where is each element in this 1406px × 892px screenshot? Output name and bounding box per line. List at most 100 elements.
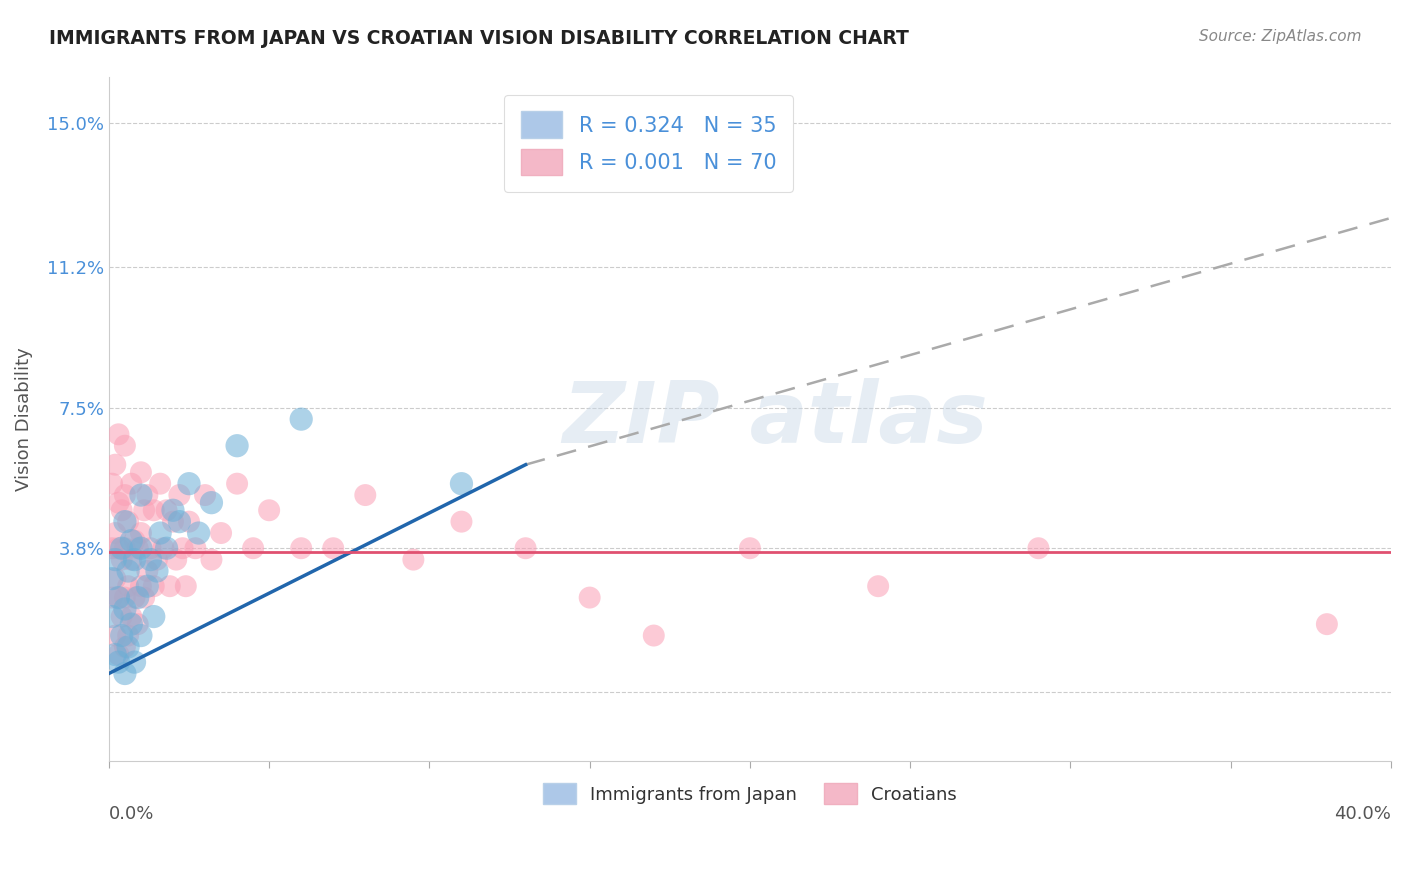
Point xyxy=(578,591,600,605)
Point xyxy=(134,591,156,605)
Point xyxy=(226,439,249,453)
Point xyxy=(152,541,174,556)
Point xyxy=(104,552,127,566)
Point xyxy=(124,655,146,669)
Point xyxy=(200,496,222,510)
Point xyxy=(120,476,142,491)
Point xyxy=(111,609,134,624)
Point xyxy=(159,579,181,593)
Legend: Immigrants from Japan, Croatians: Immigrants from Japan, Croatians xyxy=(534,774,966,814)
Point xyxy=(868,579,890,593)
Point xyxy=(117,564,139,578)
Point xyxy=(194,488,217,502)
Point xyxy=(172,541,194,556)
Point xyxy=(129,579,152,593)
Point xyxy=(354,488,377,502)
Point xyxy=(117,640,139,654)
Point xyxy=(450,476,472,491)
Point xyxy=(155,541,177,556)
Point xyxy=(402,552,425,566)
Point xyxy=(127,541,149,556)
Point xyxy=(290,541,312,556)
Point xyxy=(107,496,129,510)
Point xyxy=(117,628,139,642)
Point xyxy=(101,591,124,605)
Point xyxy=(149,476,172,491)
Point xyxy=(136,564,159,578)
Point xyxy=(146,564,169,578)
Point xyxy=(450,515,472,529)
Text: ZIP atlas: ZIP atlas xyxy=(562,377,988,460)
Point xyxy=(290,412,312,426)
Point xyxy=(107,655,129,669)
Point xyxy=(177,476,200,491)
Point xyxy=(162,515,184,529)
Point xyxy=(129,465,152,479)
Point xyxy=(127,591,149,605)
Point xyxy=(111,503,134,517)
Point xyxy=(114,541,136,556)
Point xyxy=(174,579,197,593)
Point xyxy=(104,628,127,642)
Point xyxy=(111,552,134,566)
Point xyxy=(104,648,127,662)
Point xyxy=(114,515,136,529)
Point xyxy=(120,533,142,548)
Point xyxy=(155,503,177,517)
Point xyxy=(101,541,124,556)
Point xyxy=(177,515,200,529)
Text: 0.0%: 0.0% xyxy=(108,805,155,823)
Point xyxy=(124,533,146,548)
Point xyxy=(114,439,136,453)
Y-axis label: Vision Disability: Vision Disability xyxy=(15,347,32,491)
Point xyxy=(146,552,169,566)
Point xyxy=(101,572,124,586)
Point xyxy=(114,640,136,654)
Point xyxy=(129,541,152,556)
Point xyxy=(142,579,165,593)
Point xyxy=(120,552,142,566)
Point xyxy=(162,503,184,517)
Point xyxy=(114,602,136,616)
Point xyxy=(139,541,162,556)
Point xyxy=(142,503,165,517)
Text: IMMIGRANTS FROM JAPAN VS CROATIAN VISION DISABILITY CORRELATION CHART: IMMIGRANTS FROM JAPAN VS CROATIAN VISION… xyxy=(49,29,910,47)
Point xyxy=(101,476,124,491)
Point xyxy=(149,526,172,541)
Point xyxy=(111,541,134,556)
Point xyxy=(136,488,159,502)
Point xyxy=(1028,541,1050,556)
Point xyxy=(136,579,159,593)
Point xyxy=(107,427,129,442)
Point xyxy=(1316,617,1339,632)
Point xyxy=(114,488,136,502)
Point xyxy=(184,541,207,556)
Point xyxy=(322,541,344,556)
Point xyxy=(107,648,129,662)
Point xyxy=(101,609,124,624)
Point xyxy=(117,515,139,529)
Point xyxy=(209,526,232,541)
Point xyxy=(738,541,761,556)
Point xyxy=(169,488,191,502)
Point xyxy=(124,591,146,605)
Point xyxy=(226,476,249,491)
Point xyxy=(200,552,222,566)
Point xyxy=(107,591,129,605)
Point xyxy=(120,617,142,632)
Point xyxy=(134,503,156,517)
Point xyxy=(242,541,264,556)
Point xyxy=(117,579,139,593)
Point xyxy=(104,458,127,472)
Point xyxy=(142,609,165,624)
Point xyxy=(127,617,149,632)
Point xyxy=(114,666,136,681)
Point xyxy=(107,541,129,556)
Point xyxy=(104,526,127,541)
Point xyxy=(104,572,127,586)
Point xyxy=(187,526,209,541)
Point xyxy=(129,628,152,642)
Point xyxy=(124,552,146,566)
Point xyxy=(114,591,136,605)
Point xyxy=(165,552,187,566)
